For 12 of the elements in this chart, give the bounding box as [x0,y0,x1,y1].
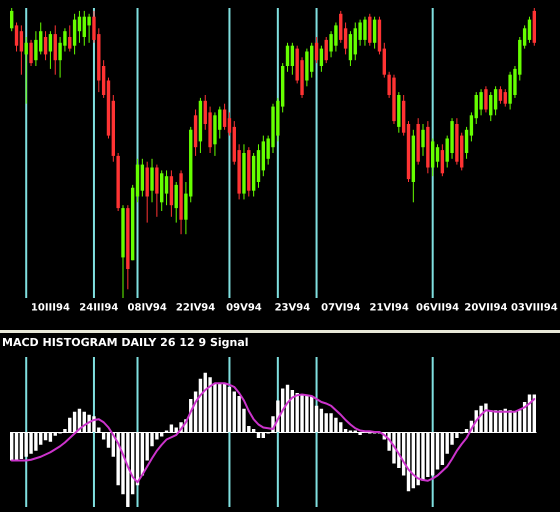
x-tick-label: 23V94 [274,302,310,314]
x-tick-label: 21VI94 [369,302,409,314]
x-tick-label: 10III94 [30,302,70,314]
x-tick-label: 09V94 [226,302,262,314]
x-tick-label: 08IV94 [128,302,167,314]
x-tick-label: 24III94 [79,302,118,314]
chart-title: MACD HISTOGRAM DAILY 26 12 9 Signal [2,336,249,349]
x-tick-label: 20VII94 [464,302,508,314]
x-tick-label: 22IV94 [176,302,216,314]
x-tick-label: 07VI94 [321,302,360,314]
x-tick-label: 06VII94 [416,302,460,314]
x-tick-label: 03VIII94 [510,302,558,314]
